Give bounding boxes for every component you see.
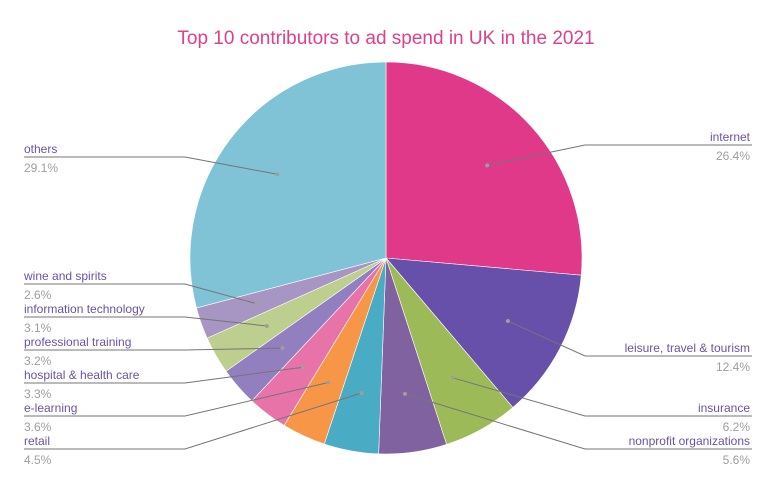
callout-internet: internet 26.4% [485,130,752,168]
slice-percent: 26.4% [716,149,750,163]
pie-slice-others [189,61,387,309]
pie-callouts: internet 26.4% leisure, travel & tourism 12… [23,130,752,467]
callout-dot [254,301,259,306]
callout-insurance: insurance 6.2% [450,375,752,434]
slice-label: internet [710,130,751,144]
slice-label: information technology [24,302,145,316]
slice-percent: 12.4% [716,360,750,374]
slice-label: e-learning [24,401,77,415]
callout-dot [280,346,285,351]
callout-dot [450,375,455,380]
callout-leisure-travel-tourism: leisure, travel & tourism 12.4% [505,319,752,374]
callout-information-technology: information technology 3.1% [24,302,269,335]
slice-percent: 6.2% [723,420,751,434]
callout-professional-training: professional training 3.2% [24,335,285,368]
callout-dot [359,391,364,396]
callout-line [24,392,362,450]
callout-retail: retail 4.5% [24,391,364,467]
slice-label: hospital & health care [24,368,140,382]
slice-percent: 3.1% [24,321,52,335]
slice-percent: 5.6% [723,453,751,467]
slice-label: retail [24,434,50,448]
slice-percent: 3.2% [24,354,52,368]
callout-dot [275,172,280,177]
callout-line [24,283,257,305]
callout-line [24,382,329,417]
slice-label: insurance [698,401,750,415]
callout-dot [326,380,331,385]
callout-line [24,366,304,384]
callout-hospital-health-care: hospital & health care 3.3% [24,365,305,401]
callout-e-learning: e-learning 3.6% [24,380,331,434]
callout-dot [505,319,510,324]
slice-label: professional training [24,335,131,349]
callout-line [24,316,267,327]
chart-title: Top 10 contributors to ad spend in UK in… [177,28,594,49]
callout-dot [485,163,490,168]
callout-dot [300,365,305,370]
slice-percent: 4.5% [24,453,52,467]
callout-others: others 29.1% [24,142,280,177]
callout-line [452,377,752,417]
slice-label: others [24,142,57,156]
slice-label: nonprofit organizations [629,434,750,448]
callout-line [24,156,278,175]
slice-percent: 29.1% [24,161,58,175]
pie-slice-internet [385,61,583,276]
pie-slice-leisure-travel-tourism [385,257,582,408]
callout-dot [264,323,269,328]
slice-percent: 2.6% [24,288,52,302]
slice-percent: 3.3% [24,387,52,401]
slice-label: leisure, travel & tourism [625,341,750,355]
callout-line [24,347,283,351]
pie-slices [189,61,583,455]
slice-label: wine and spirits [23,269,107,283]
callout-wine-and-spirits: wine and spirits 2.6% [23,269,259,306]
callout-dot [402,391,407,396]
callout-line [404,393,752,450]
slice-percent: 3.6% [24,420,52,434]
callout-line [507,320,752,357]
callout-nonprofit-organizations: nonprofit organizations 5.6% [402,391,752,467]
callout-line [487,144,752,166]
